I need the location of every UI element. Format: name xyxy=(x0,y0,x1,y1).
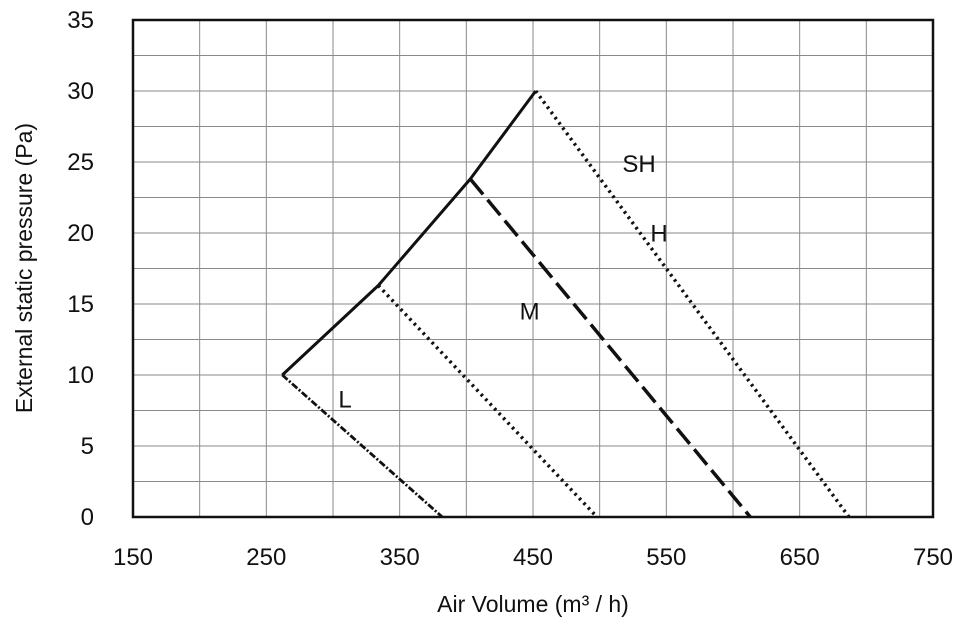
x-tick-label: 450 xyxy=(513,544,553,571)
x-tick-label: 350 xyxy=(380,544,420,571)
curve-label-m: M xyxy=(520,299,540,326)
x-tick-label: 250 xyxy=(246,544,286,571)
grid xyxy=(133,20,933,517)
series-line-l xyxy=(281,373,444,519)
x-tick-label: 650 xyxy=(780,544,820,571)
x-axis-label: Air Volume (m³ / h) xyxy=(437,591,629,617)
y-tick-label: 35 xyxy=(67,7,94,34)
y-tick-label: 15 xyxy=(67,291,94,318)
x-tick-labels: 150 250 350 450 550 650 750 xyxy=(113,544,953,571)
max-pressure-envelope-line xyxy=(281,90,537,377)
x-tick-label: 150 xyxy=(113,544,153,571)
y-tick-label: 25 xyxy=(67,149,94,176)
curve-label-sh: SH xyxy=(622,151,655,178)
x-tick-label: 550 xyxy=(646,544,686,571)
y-tick-label: 0 xyxy=(81,504,94,531)
y-tick-label: 20 xyxy=(67,220,94,247)
series-line-h xyxy=(468,177,752,519)
y-axis-label: External static pressure (Pa) xyxy=(11,123,37,413)
y-tick-label: 5 xyxy=(81,433,94,460)
x-tick-label: 750 xyxy=(913,544,953,571)
plot-frame xyxy=(131,18,935,519)
curve-label-h: H xyxy=(650,221,667,248)
series-layer xyxy=(281,89,851,519)
curve-labels: L M H SH xyxy=(338,151,667,414)
y-tick-label: 10 xyxy=(67,362,94,389)
y-tick-label: 30 xyxy=(67,78,94,105)
curve-label-l: L xyxy=(338,387,351,414)
y-tick-labels: 0 5 10 15 20 25 30 35 xyxy=(67,7,94,531)
series-line-m xyxy=(377,284,599,519)
